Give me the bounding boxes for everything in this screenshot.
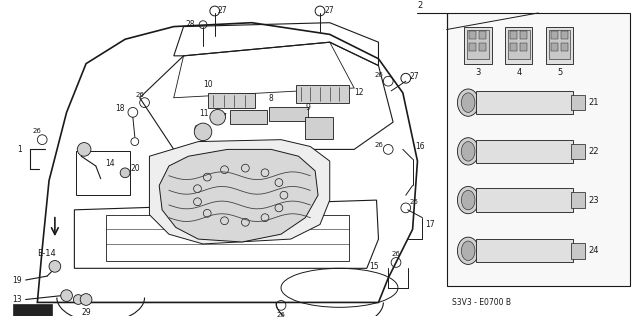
Bar (479, 32, 486, 39)
Text: 26: 26 (276, 312, 285, 318)
Bar (296, 85, 349, 103)
Bar (447, 13, 630, 286)
Bar (572, 95, 585, 110)
Bar (476, 91, 573, 114)
Text: 24: 24 (588, 246, 598, 255)
Bar (208, 93, 255, 108)
Text: 27: 27 (325, 5, 335, 15)
Bar (520, 43, 527, 51)
Bar (467, 30, 488, 59)
Text: 26: 26 (374, 72, 383, 78)
Text: 12: 12 (354, 88, 364, 97)
Bar (551, 43, 558, 51)
Bar (76, 151, 130, 195)
Bar (572, 192, 585, 208)
Text: 13: 13 (12, 295, 22, 304)
Text: 26: 26 (135, 92, 144, 98)
Polygon shape (149, 140, 330, 244)
Bar (13, 304, 52, 316)
Ellipse shape (461, 142, 475, 161)
Bar (561, 43, 568, 51)
Bar (561, 32, 568, 39)
Text: 8: 8 (269, 93, 274, 103)
Ellipse shape (461, 190, 475, 210)
Bar (476, 189, 573, 212)
Bar (510, 32, 517, 39)
Text: 10: 10 (203, 80, 212, 89)
Text: S3V3 - E0700 B: S3V3 - E0700 B (452, 298, 511, 307)
Ellipse shape (458, 186, 479, 214)
Bar (479, 43, 486, 51)
Ellipse shape (461, 93, 475, 112)
Bar (510, 43, 517, 51)
Text: 9: 9 (306, 103, 311, 112)
Circle shape (61, 290, 72, 301)
Text: 5: 5 (557, 68, 563, 77)
Text: 21: 21 (588, 98, 598, 107)
Ellipse shape (458, 237, 479, 264)
Bar (572, 243, 585, 259)
Text: 23: 23 (588, 196, 598, 204)
Bar (269, 108, 308, 121)
Bar (106, 215, 349, 262)
Text: 19: 19 (12, 276, 22, 285)
Bar (464, 26, 492, 63)
Text: 2: 2 (417, 1, 423, 10)
Circle shape (195, 123, 212, 141)
Circle shape (77, 143, 91, 156)
Bar (469, 32, 476, 39)
Bar (476, 140, 573, 163)
Bar (508, 30, 529, 59)
Text: 26: 26 (374, 142, 383, 147)
Bar (476, 239, 573, 263)
Text: 18: 18 (116, 104, 125, 113)
Text: 17: 17 (425, 220, 435, 229)
Circle shape (74, 295, 83, 304)
Circle shape (120, 168, 130, 178)
Text: 26: 26 (392, 251, 401, 256)
Text: 4: 4 (516, 68, 522, 77)
Ellipse shape (458, 89, 479, 116)
Text: 28: 28 (186, 20, 195, 29)
Ellipse shape (461, 241, 475, 261)
Circle shape (210, 109, 225, 125)
Text: 26: 26 (410, 199, 419, 205)
Text: 3: 3 (476, 68, 481, 77)
Text: 7: 7 (221, 113, 227, 122)
Text: 11: 11 (200, 109, 209, 118)
Bar (551, 32, 558, 39)
Bar (469, 43, 476, 51)
Polygon shape (159, 149, 318, 242)
Text: 6: 6 (193, 125, 198, 134)
Circle shape (80, 294, 92, 305)
Text: 16: 16 (415, 142, 425, 151)
Bar (230, 110, 268, 124)
Text: 20: 20 (131, 164, 141, 174)
Text: 1: 1 (17, 145, 22, 154)
Bar (505, 26, 532, 63)
Text: 14: 14 (106, 159, 115, 167)
Bar (305, 117, 333, 139)
Text: 27: 27 (410, 72, 419, 81)
Ellipse shape (458, 138, 479, 165)
Bar (549, 30, 570, 59)
Text: 22: 22 (588, 147, 598, 156)
Text: FR.: FR. (25, 306, 40, 315)
Bar (520, 32, 527, 39)
Bar (572, 144, 585, 159)
Text: E-14: E-14 (37, 249, 56, 258)
Text: 15: 15 (369, 262, 378, 271)
Circle shape (49, 261, 61, 272)
Text: 26: 26 (33, 128, 42, 134)
Bar (546, 26, 573, 63)
Text: 29: 29 (81, 308, 91, 317)
Text: 27: 27 (218, 5, 227, 15)
